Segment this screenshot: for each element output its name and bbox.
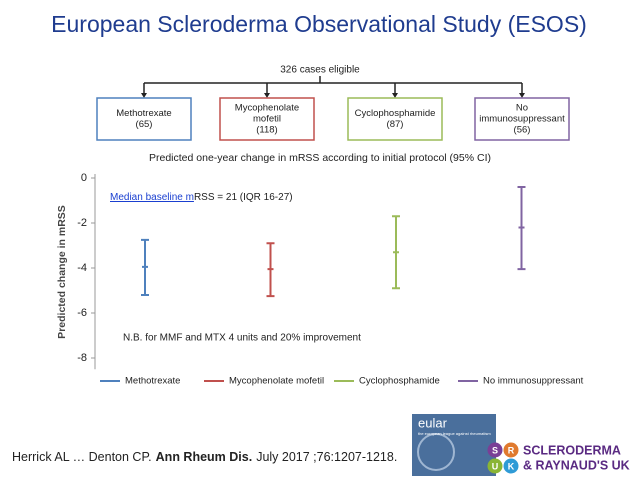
logo-letter: K [508, 461, 515, 471]
flow-box-text: Methotrexate [116, 108, 171, 119]
logo-letter: R [508, 445, 515, 455]
annotation: N.B. for MMF and MTX 4 units and 20% imp… [123, 333, 361, 344]
arrow-head [141, 93, 147, 98]
flow-box-text: Mycophenolate [235, 103, 299, 114]
flow-box [347, 97, 443, 141]
y-tick-label: -8 [77, 352, 87, 364]
eular-logo: eular the european league against rheuma… [412, 414, 496, 476]
eular-box [412, 414, 496, 476]
citation-authors: Herrick AL … Denton CP. [12, 450, 152, 464]
annotation-text: RSS = 21 (IQR 16-27) [194, 192, 293, 203]
citation-journal: Ann Rheum Dis. [156, 450, 253, 464]
logo-circle [503, 458, 519, 474]
flow-box [474, 97, 570, 141]
annotation: Median baseline mRSS = 21 (IQR 16-27) [110, 192, 293, 203]
eular-text: eular [418, 415, 448, 430]
citation-details: July 2017 ;76:1207-1218. [256, 450, 397, 464]
logo-circle [487, 458, 503, 474]
logo-subname: & RAYNAUD'S UK [523, 458, 630, 472]
y-tick-label: -2 [77, 217, 87, 229]
flow-root: 326 cases eligible [280, 65, 360, 76]
logo-letter: U [492, 461, 499, 471]
flow-box-text: immunosuppressant [479, 114, 565, 125]
flow-box-text: (56) [514, 125, 531, 136]
flow-box-text: (118) [256, 125, 277, 136]
y-tick-label: -6 [77, 307, 87, 319]
flow-box-text: No [516, 103, 528, 114]
chart-title: Predicted one-year change in mRSS accord… [149, 152, 491, 164]
slide-title: European Scleroderma Observational Study… [51, 11, 587, 37]
y-axis-label: Predicted change in mRSS [56, 205, 68, 339]
flow-box-text: (87) [387, 119, 404, 130]
eular-ring [417, 433, 455, 471]
arrow-head [519, 93, 525, 98]
y-tick-label: -4 [77, 262, 87, 274]
logo-name: SCLERODERMA [523, 443, 621, 457]
logo-circle [503, 442, 519, 458]
flow-box-text: Cyclophosphamide [355, 108, 436, 119]
legend-label: Mycophenolate mofetil [229, 376, 324, 387]
legend-label: No immunosuppressant [483, 376, 584, 387]
logo-letter: S [492, 445, 498, 455]
citation: Herrick AL … Denton CP. Ann Rheum Dis. Jul… [12, 450, 397, 464]
arrow-head [264, 93, 270, 98]
arrow-head [392, 93, 398, 98]
legend-label: Cyclophosphamide [359, 376, 440, 387]
logo-circle [487, 442, 503, 458]
flow-box [96, 97, 192, 141]
flow-box [219, 97, 315, 141]
eular-tagline: the european league against rheumatism [418, 431, 491, 436]
y-tick-label: 0 [81, 172, 87, 184]
annotation-link: Median baseline m [110, 192, 194, 203]
flow-box-text: mofetil [253, 114, 281, 125]
legend-label: Methotrexate [125, 376, 180, 387]
flow-box-text: (65) [136, 119, 153, 130]
